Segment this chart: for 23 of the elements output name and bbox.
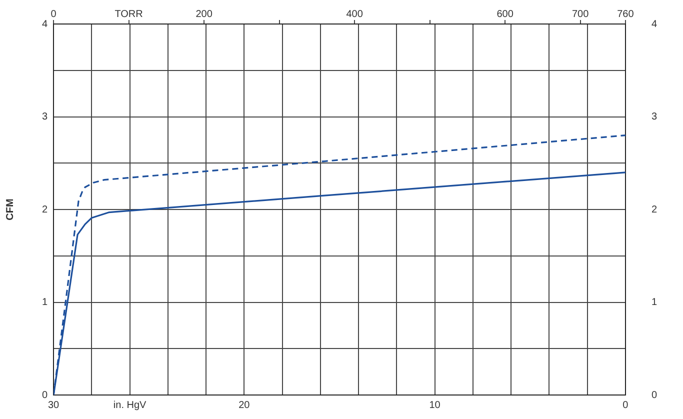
y-tick-label: 4	[42, 18, 48, 30]
x2-tick-label: 700	[572, 8, 590, 20]
y2-tick-label: 3	[651, 112, 658, 122]
y2-tick-label: 4	[651, 18, 658, 30]
y-axis-title: CFM	[4, 198, 16, 220]
x-tick-label: 20	[238, 400, 250, 411]
x-tick-label: 30	[48, 400, 60, 411]
y2-tick-label: 1	[651, 297, 658, 308]
y2-tick-label: 2	[651, 204, 658, 216]
x2-tick-label: 600	[496, 8, 514, 20]
x-tick-label: 0	[622, 400, 629, 411]
x-tick-label: in. HgV	[113, 400, 147, 411]
x2-tick-label: 200	[196, 8, 213, 20]
y-tick-label: 0	[42, 390, 48, 401]
x2-tick-label: 0	[50, 8, 57, 20]
y2-tick-label: 0	[651, 390, 658, 401]
x2-tick-label: TORR	[114, 8, 143, 20]
x-tick-label: 10	[429, 400, 441, 411]
x2-tick-label: 760	[617, 8, 634, 20]
x2-tick-label: 400	[346, 8, 364, 20]
y-tick-label: 3	[42, 112, 48, 122]
y-tick-label: 1	[42, 297, 48, 308]
y-tick-label: 2	[42, 204, 48, 216]
